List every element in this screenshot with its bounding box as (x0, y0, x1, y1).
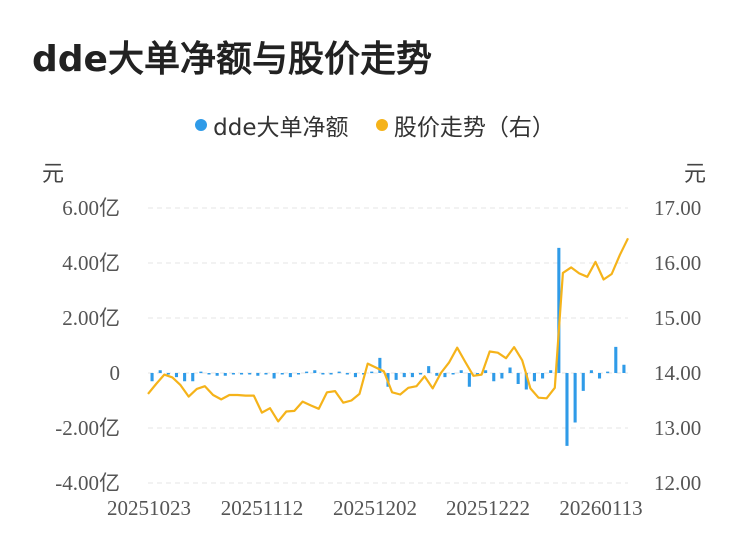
dde-bar (565, 373, 569, 446)
dde-bar (183, 373, 187, 382)
right-axis-unit: 元 (684, 162, 707, 187)
dde-bar (337, 371, 341, 374)
dde-bar (240, 373, 244, 375)
dde-bar (484, 370, 488, 373)
dde-bar (427, 366, 431, 373)
dde-bar (532, 373, 536, 382)
dde-bar (288, 373, 292, 378)
right-tick-label: 13.00 (654, 416, 701, 440)
dde-bar (199, 371, 203, 374)
right-tick-label: 14.00 (654, 361, 701, 385)
dde-bar (166, 373, 170, 375)
x-tick-label: 20251112 (221, 496, 303, 520)
legend-item-dde[interactable]: dde大单净额 (195, 108, 349, 142)
dde-bar (321, 373, 325, 375)
left-tick-label: -2.00亿 (55, 416, 120, 440)
dde-bar (394, 373, 398, 380)
dde-bar (508, 367, 512, 373)
dde-bar (313, 370, 317, 373)
dde-bar (573, 373, 577, 423)
right-tick-label: 16.00 (654, 251, 701, 275)
left-tick-label: 2.00亿 (62, 306, 120, 330)
dde-bar (589, 370, 593, 373)
dde-bar (524, 373, 528, 390)
dde-bar (370, 371, 374, 374)
left-tick-label: 0 (110, 361, 121, 385)
dde-bar (418, 373, 423, 375)
left-tick-label: 4.00亿 (62, 251, 120, 275)
dde-bar (597, 373, 602, 379)
dde-bar (256, 373, 260, 376)
dde-bar (223, 373, 227, 376)
right-tick-label: 15.00 (654, 306, 701, 330)
x-tick-label: 20251222 (446, 496, 530, 520)
x-tick-label: 20260113 (559, 496, 642, 520)
dde-bar (362, 373, 366, 375)
legend-dot-orange-icon (375, 119, 388, 131)
dde-bar (272, 373, 276, 379)
dde-bar (305, 371, 309, 374)
x-tick-label: 20251023 (107, 496, 191, 520)
dde-bar (557, 247, 561, 373)
dde-bar (378, 357, 382, 373)
dde-bar (191, 373, 195, 382)
legend: dde大单净额 股价走势（右） (0, 108, 750, 142)
dde-bar (541, 373, 545, 379)
dde-bar (329, 373, 333, 375)
right-tick-label: 12.00 (654, 471, 701, 495)
dde-bar (581, 373, 585, 391)
dde-bar (614, 346, 618, 373)
price-line (147, 237, 629, 423)
legend-dot-blue-icon (195, 119, 208, 131)
dde-bar (248, 373, 252, 375)
dde-bar (410, 373, 414, 378)
dde-bar (345, 373, 349, 375)
dde-bar (459, 370, 463, 373)
dde-bar (622, 364, 626, 373)
dde-bar (280, 373, 284, 375)
x-tick-label: 20251202 (333, 496, 417, 520)
legend-item-price[interactable]: 股价走势（右） (375, 108, 555, 142)
dde-bar (207, 373, 211, 375)
dde-bar (174, 373, 179, 378)
left-axis-unit: 元 (42, 162, 65, 187)
dde-bar (492, 373, 496, 382)
dde-bar (264, 373, 268, 375)
dde-bar (435, 373, 439, 376)
dde-bar (158, 370, 162, 373)
dde-bar (296, 373, 301, 375)
dde-bar (500, 373, 504, 379)
dde-bar (443, 373, 447, 378)
right-tick-label: 17.00 (654, 196, 701, 220)
dde-bar (606, 371, 610, 374)
legend-label-dde: dde大单净额 (213, 115, 349, 141)
dde-bar (231, 373, 235, 375)
dde-bar (215, 373, 219, 376)
dde-bar (353, 373, 358, 378)
dde-bar (516, 373, 520, 384)
dde-bar (150, 373, 154, 382)
left-tick-label: 6.00亿 (62, 196, 120, 220)
left-tick-label: -4.00亿 (55, 471, 120, 495)
dde-bar (467, 373, 471, 387)
dde-bar (402, 373, 406, 378)
chart-title: dde大单净额与股价走势 (32, 39, 432, 80)
dde-bar (549, 370, 553, 373)
legend-label-price: 股价走势（右） (393, 115, 555, 141)
dde-bar (451, 373, 455, 375)
